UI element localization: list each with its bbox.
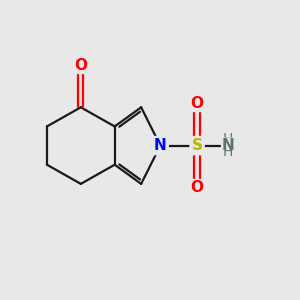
Text: S: S bbox=[192, 138, 203, 153]
Text: H: H bbox=[223, 132, 233, 146]
Text: O: O bbox=[74, 58, 87, 73]
Text: O: O bbox=[190, 180, 204, 195]
Text: N: N bbox=[222, 138, 234, 153]
Text: O: O bbox=[190, 96, 204, 111]
Text: H: H bbox=[223, 145, 233, 159]
Text: N: N bbox=[154, 138, 167, 153]
